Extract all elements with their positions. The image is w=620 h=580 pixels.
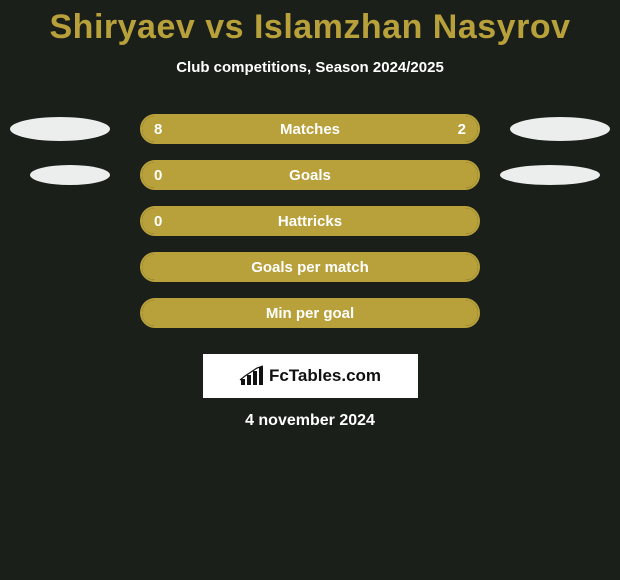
stat-bar: 0 Hattricks — [140, 206, 480, 236]
stat-bar: Min per goal — [140, 298, 480, 328]
bar-label: Hattricks — [142, 213, 478, 230]
stat-bar: 0 Goals — [140, 160, 480, 190]
date-text: 4 november 2024 — [0, 412, 620, 430]
bar-label: Goals — [142, 167, 478, 184]
subtitle: Club competitions, Season 2024/2025 — [0, 59, 620, 76]
comparison-row: Min per goal — [0, 290, 620, 336]
bar-label: Matches — [142, 121, 478, 138]
player-right-oval — [500, 165, 600, 185]
player-left-oval — [10, 117, 110, 141]
stat-bar: 8 Matches 2 — [140, 114, 480, 144]
comparison-rows: 8 Matches 2 0 Goals 0 Hattricks — [0, 106, 620, 336]
comparison-row: 0 Goals — [0, 152, 620, 198]
stat-bar: Goals per match — [140, 252, 480, 282]
page-title: Shiryaev vs Islamzhan Nasyrov — [0, 0, 620, 47]
bar-value-right: 2 — [458, 121, 466, 138]
player-right-oval — [510, 117, 610, 141]
bar-chart-icon — [239, 365, 265, 387]
player-left-oval — [30, 165, 110, 185]
logo: FcTables.com — [239, 365, 381, 387]
comparison-row: Goals per match — [0, 244, 620, 290]
bar-label: Min per goal — [142, 305, 478, 322]
logo-text: FcTables.com — [269, 366, 381, 386]
logo-box: FcTables.com — [203, 354, 418, 398]
comparison-row: 0 Hattricks — [0, 198, 620, 244]
comparison-row: 8 Matches 2 — [0, 106, 620, 152]
bar-label: Goals per match — [142, 259, 478, 276]
